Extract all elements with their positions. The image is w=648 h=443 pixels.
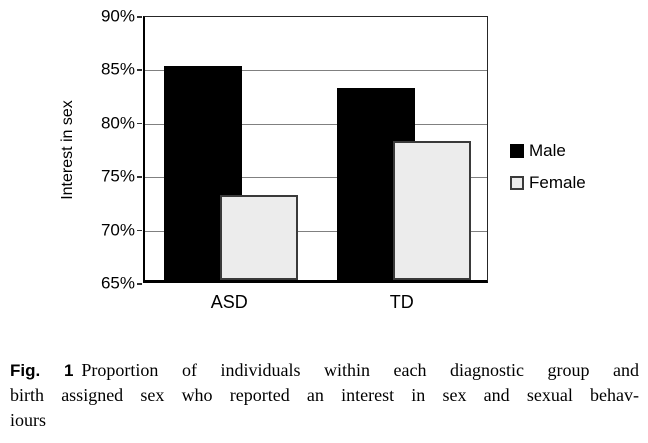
legend-label-female: Female [529, 173, 586, 192]
figure-caption: Fig. 1 Proportion of individuals within e… [10, 358, 639, 433]
legend-item-male: Male [510, 141, 586, 161]
bar-asd-female [220, 194, 299, 280]
y-tick-mark-80% [137, 122, 142, 125]
caption-line-1: Fig. 1 Proportion of individuals within e… [10, 358, 639, 383]
x-label-td: TD [389, 292, 414, 312]
plot-area [143, 16, 488, 283]
y-tick-mark-65% [137, 283, 142, 285]
y-tick-label-80%: 80% [100, 113, 135, 133]
caption-text-line-1: Proportion of individuals within each di… [81, 360, 639, 380]
legend-swatch-male [510, 144, 524, 158]
y-tick-label-70%: 70% [100, 220, 135, 240]
x-label-asd: ASD [210, 292, 248, 312]
y-tick-mark-85% [137, 69, 142, 71]
gridline-70% [145, 230, 487, 232]
legend-label-male: Male [529, 141, 566, 160]
y-tick-mark-70% [137, 229, 142, 232]
gridline-85% [145, 70, 487, 72]
legend-item-female: Female [510, 173, 586, 193]
legend-swatch-female [510, 176, 524, 190]
y-tick-label-90%: 90% [100, 6, 135, 26]
gridline-75% [145, 177, 487, 179]
caption-line-3: iours [10, 410, 46, 430]
legend: Male Female [510, 141, 586, 193]
y-tick-mark-90% [137, 16, 142, 18]
caption-figure-number: Fig. 1 [10, 361, 74, 380]
y-tick-mark-75% [137, 176, 142, 178]
y-tick-label-85%: 85% [100, 59, 135, 79]
bar-td-female [392, 141, 471, 280]
y-tick-label-75%: 75% [100, 166, 135, 186]
gridline-80% [145, 123, 487, 125]
caption-line-2: birth assigned sex who reported an inter… [10, 385, 639, 405]
y-tick-label-65%: 65% [100, 273, 135, 293]
